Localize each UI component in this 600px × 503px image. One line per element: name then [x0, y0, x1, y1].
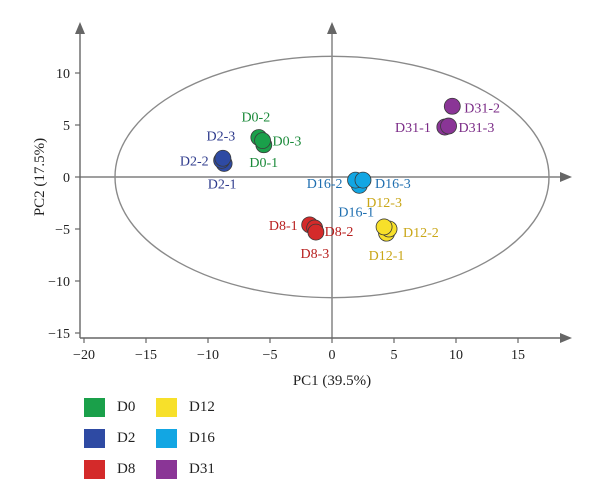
y-tick-label: 10 [56, 67, 70, 82]
x-tick-label: −15 [135, 348, 157, 363]
point-label-d12-3: D12-3 [366, 196, 402, 211]
point-d16-3 [354, 171, 372, 189]
point-label-d8-1: D8-1 [269, 219, 298, 234]
point-label-d12-1: D12-1 [369, 249, 405, 264]
y-tick-label: 0 [63, 171, 70, 186]
y-axis-arrow [75, 22, 85, 34]
y-tick-label: −15 [48, 327, 70, 342]
legend-label-d8: D8 [117, 460, 136, 477]
legend-swatch-d12 [156, 397, 177, 417]
legend-swatch-d0 [84, 397, 105, 417]
point-label-d31-3: D31-3 [459, 121, 495, 136]
point-label-d0-3: D0-3 [273, 135, 302, 150]
x-tick-label: 0 [329, 348, 336, 363]
x-tick-label: −5 [263, 348, 278, 363]
point-label-d8-3: D8-3 [300, 247, 329, 262]
point-d31-3 [440, 117, 457, 135]
point-d8-3 [307, 223, 325, 241]
point-label-d31-2: D31-2 [464, 101, 500, 116]
y-tick-label: −10 [48, 275, 70, 290]
legend-item-d12: D12 [156, 397, 256, 417]
legend-label-d2: D2 [117, 429, 136, 446]
legend-item-d31: D31 [156, 459, 256, 479]
point-label-d0-2: D0-2 [241, 110, 270, 125]
legend-item-d8: D8 [84, 459, 156, 479]
point-d0-3 [254, 132, 271, 150]
legend-swatch-d31 [156, 459, 177, 479]
legend-item-d0: D0 [84, 397, 156, 417]
x-tick-label: 10 [449, 348, 463, 363]
x-tick-label: 15 [511, 348, 525, 363]
y-axis-title: PC2 (17.5%) [32, 138, 48, 216]
legend-item-d2: D2 [84, 428, 156, 448]
point-label-d8-2: D8-2 [325, 225, 354, 240]
legend-label-d31: D31 [189, 460, 215, 477]
point-d2-3 [214, 149, 232, 167]
y-tick-label: 5 [63, 119, 70, 134]
legend-swatch-d8 [84, 459, 105, 479]
point-label-d31-1: D31-1 [395, 121, 431, 136]
point-label-d16-2: D16-2 [307, 177, 343, 192]
legend-swatch-d16 [156, 428, 177, 448]
point-label-d0-1: D0-1 [249, 156, 278, 171]
x-tick-label: −10 [197, 348, 219, 363]
point-label-d2-3: D2-3 [206, 129, 235, 144]
legend-item-d16: D16 [156, 428, 256, 448]
point-labels-layer: D0-1 D0-2D0-3 D2-1 D2-2 D2-3 D8-1 D8-2 D8-3 D12-… [180, 101, 500, 264]
legend-swatch-d2 [84, 428, 105, 448]
legend-label-d12: D12 [189, 398, 215, 415]
point-label-d12-2: D12-2 [403, 226, 439, 241]
x-tick-label: −20 [73, 348, 95, 363]
legend-label-d16: D16 [189, 429, 215, 446]
point-d12-3 [375, 218, 393, 236]
x-tick-label: 5 [391, 348, 398, 363]
zero-line-vertical-arrow [327, 22, 337, 34]
points-layer [213, 97, 461, 242]
x-axis-title: PC1 (39.5%) [293, 373, 371, 389]
point-label-d16-1: D16-1 [338, 205, 374, 220]
confidence-ellipse-layer [114, 55, 550, 299]
legend: D0 D12 D2 D16 D8 D31 [84, 397, 284, 479]
zero-line-horizontal-arrow [560, 172, 572, 182]
point-label-d2-1: D2-1 [208, 177, 237, 192]
point-label-d16-3: D16-3 [375, 177, 411, 192]
y-tick-label: −5 [55, 223, 70, 238]
legend-label-d0: D0 [117, 398, 136, 415]
confidence-ellipse [114, 55, 550, 299]
point-d31-2 [443, 97, 461, 115]
point-label-d2-2: D2-2 [180, 154, 209, 169]
x-axis-arrow [560, 333, 572, 343]
